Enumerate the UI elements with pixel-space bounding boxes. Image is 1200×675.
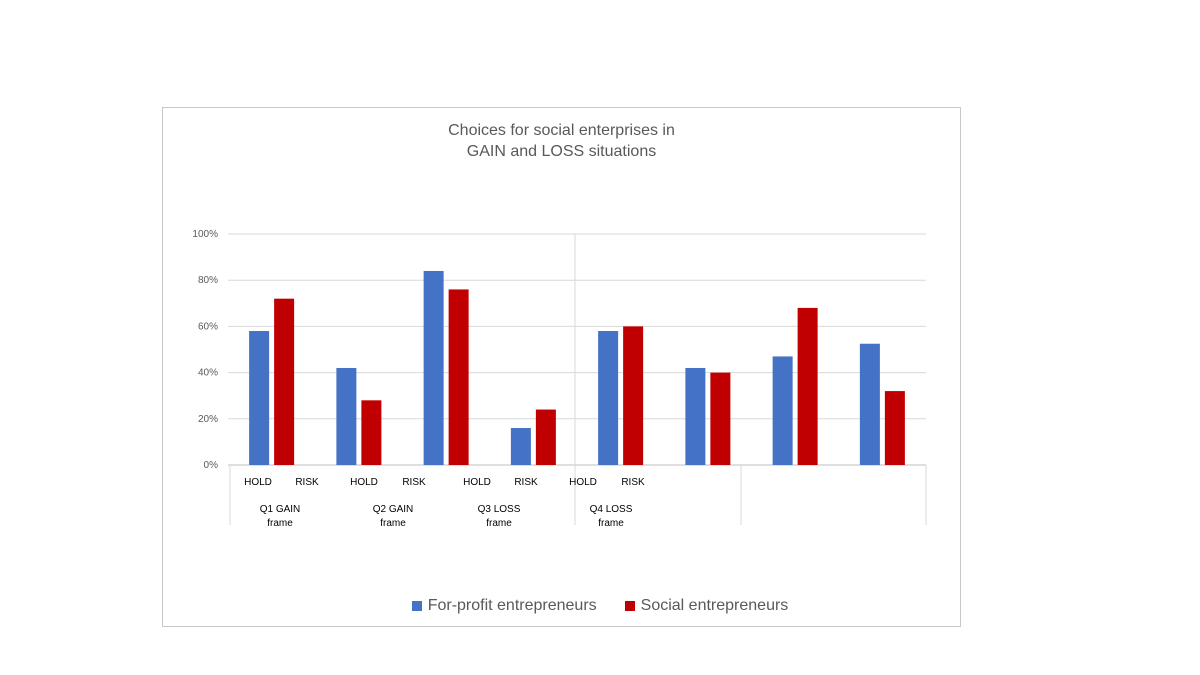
legend-label-social: Social entrepreneurs	[640, 597, 789, 614]
x-category-label: RISK	[514, 477, 538, 488]
bar-social	[448, 289, 469, 465]
bar-for-profit	[423, 270, 444, 465]
bar-for-profit	[249, 331, 270, 465]
legend-swatch-social	[624, 601, 635, 611]
y-tick-label: 40%	[198, 368, 218, 379]
bar-social	[361, 400, 382, 465]
chart-legend: For-profit entrepreneurs Social entrepre…	[0, 597, 1200, 615]
bar-for-profit	[685, 367, 706, 465]
legend-item-for-profit: For-profit entrepreneurs	[411, 597, 597, 615]
legend-swatch-for-profit	[411, 601, 422, 611]
bar-social	[274, 298, 295, 465]
x-group-label: Q3 LOSS	[478, 504, 521, 515]
bar-for-profit	[336, 367, 357, 465]
y-tick-label: 100%	[192, 229, 218, 240]
legend-item-social: Social entrepreneurs	[624, 597, 789, 615]
x-group-label: Q4 LOSS	[590, 504, 633, 515]
x-category-label: RISK	[402, 477, 426, 488]
bar-for-profit	[859, 343, 880, 465]
bar-social	[535, 409, 556, 465]
chart-title-line-1: Choices for social enterprises in	[448, 122, 675, 139]
chart-title-line-2: GAIN and LOSS situations	[466, 143, 657, 160]
bar-for-profit	[772, 356, 793, 465]
x-group-label: frame	[267, 518, 293, 529]
bar-for-profit	[598, 331, 619, 465]
x-category-label: RISK	[621, 477, 645, 488]
x-category-label: HOLD	[569, 477, 597, 488]
bar-social	[797, 307, 818, 465]
bar-for-profit	[510, 428, 531, 465]
x-category-label: HOLD	[463, 477, 491, 488]
y-tick-label: 80%	[198, 275, 218, 286]
chart-title: Choices for social enterprises in GAIN a…	[163, 120, 960, 162]
x-group-label: frame	[380, 518, 406, 529]
x-category-label: RISK	[295, 477, 319, 488]
y-tick-label: 20%	[198, 414, 218, 425]
bar-social	[623, 326, 644, 465]
bar-social	[884, 391, 905, 465]
y-tick-label: 60%	[198, 321, 218, 332]
legend-label-for-profit: For-profit entrepreneurs	[427, 597, 597, 614]
x-category-label: HOLD	[244, 477, 272, 488]
x-group-label: Q1 GAIN	[260, 504, 301, 515]
x-group-label: frame	[486, 518, 512, 529]
bar-social	[710, 372, 731, 465]
y-tick-label: 0%	[204, 460, 219, 471]
x-group-label: Q2 GAIN	[373, 504, 414, 515]
chart-frame: Choices for social enterprises in GAIN a…	[162, 107, 961, 627]
x-category-label: HOLD	[350, 477, 378, 488]
x-group-label: frame	[598, 518, 624, 529]
